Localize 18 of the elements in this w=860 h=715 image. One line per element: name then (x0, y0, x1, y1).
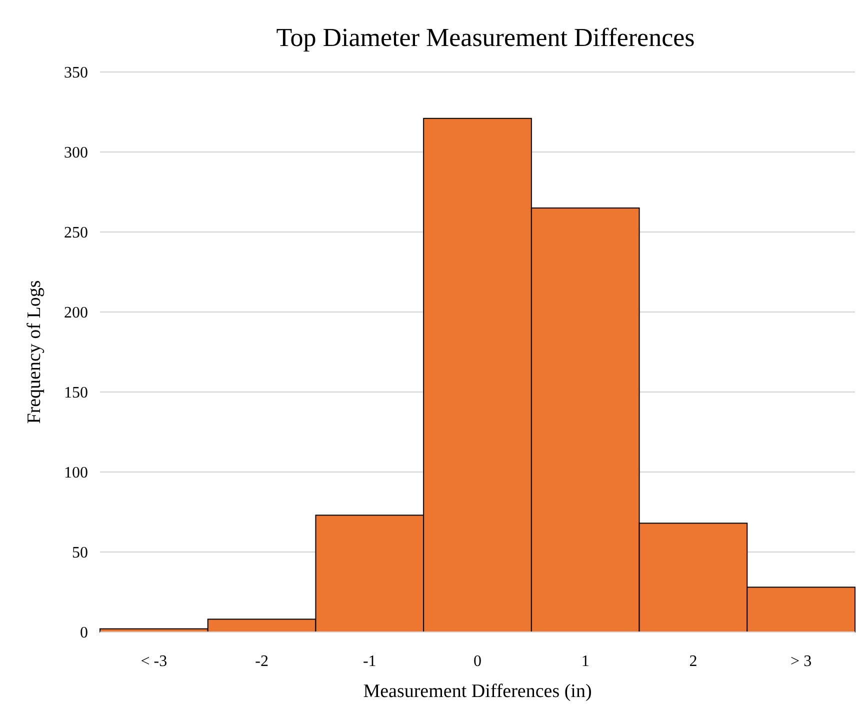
y-tick-label: 150 (64, 384, 88, 402)
x-tick-label: > 3 (790, 653, 812, 670)
y-tick-label: 200 (64, 304, 88, 322)
y-tick-label: 50 (72, 544, 88, 562)
y-tick-label: 250 (64, 224, 88, 242)
x-tick-label: -2 (255, 653, 268, 670)
x-axis-title: Measurement Differences (in) (363, 681, 592, 702)
x-tick-label: -1 (362, 653, 376, 670)
y-tick-label: 350 (64, 64, 88, 82)
y-tick-label: 0 (80, 624, 88, 642)
y-axis-title: Frequency of Logs (24, 280, 45, 424)
x-tick-label: 0 (474, 653, 482, 670)
chart-title: Top Diameter Measurement Differences (276, 23, 695, 52)
y-tick-label: 300 (64, 144, 88, 162)
x-tick-label: 1 (581, 653, 590, 670)
x-tick-label: 2 (689, 653, 698, 670)
x-tick-label: < -3 (140, 653, 168, 670)
y-tick-label: 100 (64, 464, 88, 482)
